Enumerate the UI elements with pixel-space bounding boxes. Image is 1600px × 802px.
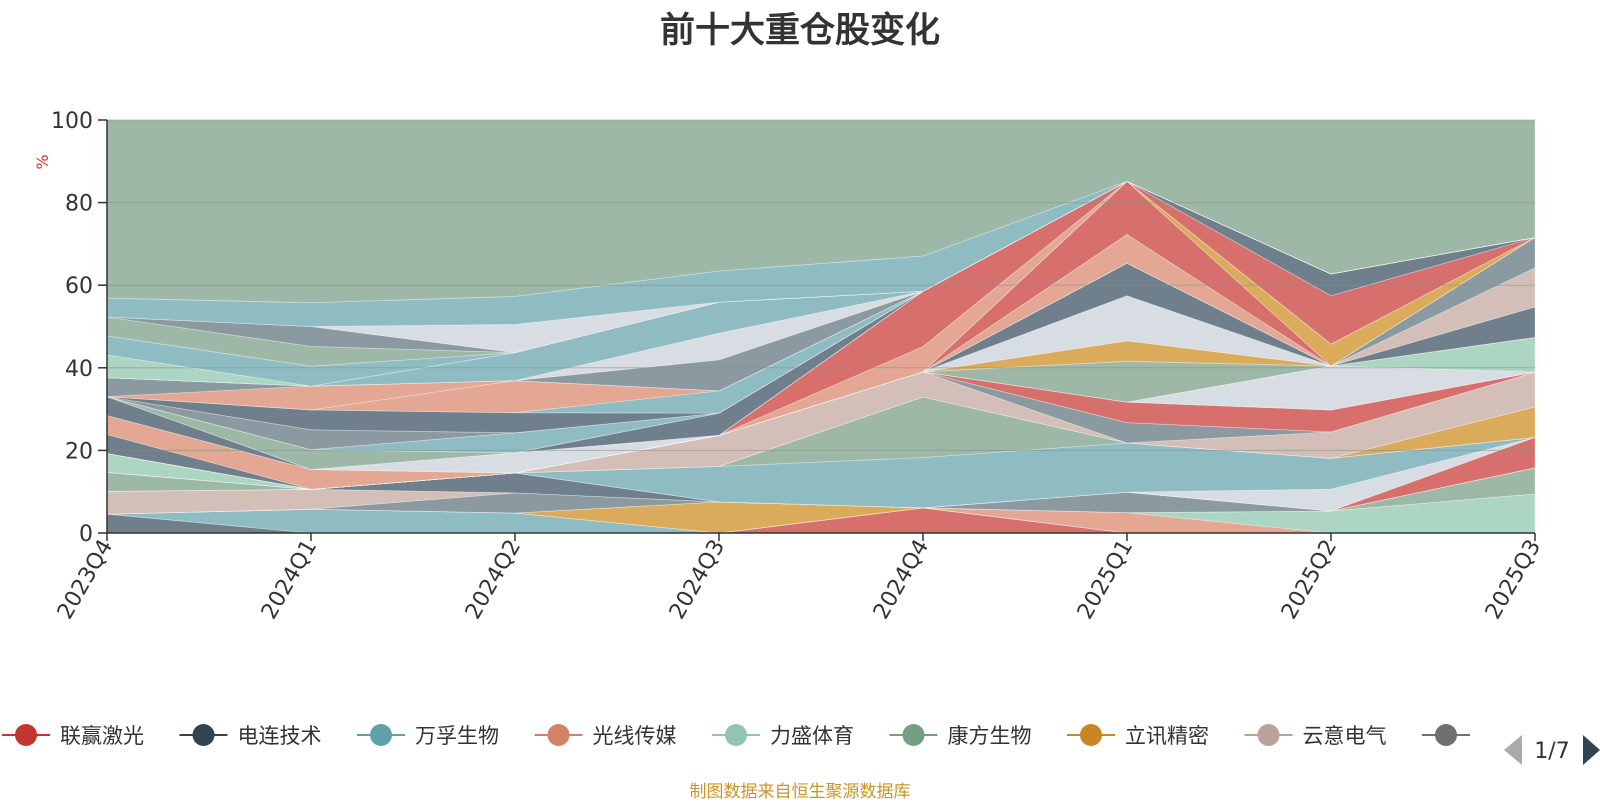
legend-pager: 1/7	[1504, 735, 1600, 765]
area-series-16	[106, 371, 1536, 490]
pager-next-icon[interactable]	[1583, 735, 1600, 765]
legend-circle-icon	[15, 724, 37, 746]
area-series-25	[106, 262, 1536, 490]
legend-label: 光线传媒	[593, 724, 677, 748]
x-tick-label-2025Q2: 2025Q2	[1277, 536, 1342, 624]
x-tick-label-2025Q3: 2025Q3	[1481, 536, 1546, 624]
grid-lines	[107, 119, 1535, 451]
x-tick-label-2024Q4: 2024Q4	[869, 536, 934, 624]
legend-circle-icon	[547, 724, 570, 746]
legend-label: 康方生物	[948, 724, 1032, 748]
legend-circle-icon	[902, 724, 925, 746]
area-series-35	[106, 180, 1536, 490]
legend-circle-icon	[725, 724, 747, 746]
legend-label: 立讯精密	[1125, 724, 1209, 748]
pager-prev-icon[interactable]	[1504, 735, 1522, 765]
legend-circle-icon	[1257, 724, 1280, 746]
x-tick-label-2024Q2: 2024Q2	[461, 536, 526, 624]
pager-label: 1/7	[1534, 739, 1569, 764]
area-series-34	[106, 180, 1536, 490]
legend-item-3[interactable]: 万孚生物	[357, 724, 499, 748]
legend-label: 联赢激光	[60, 724, 144, 748]
area-series-4	[106, 507, 1535, 534]
legend-circle-icon	[1080, 724, 1102, 746]
legend-label: 万孚生物	[415, 724, 499, 748]
y-tick-label-100: 100	[51, 109, 93, 134]
legend-item-1[interactable]: 联赢激光	[2, 724, 144, 748]
y-tick-label-40: 40	[65, 357, 93, 382]
legend-circle-icon	[370, 724, 392, 746]
legend-item-2[interactable]: 电连技术	[179, 724, 322, 748]
chart-title: 前十大重仓股变化	[659, 11, 940, 51]
x-tick-label-2024Q1: 2024Q1	[257, 536, 322, 624]
legend-label: 力盛体育	[770, 724, 854, 748]
area-series-21	[106, 336, 1536, 490]
legend-item-5[interactable]: 力盛体育	[712, 724, 854, 748]
legend-item-6[interactable]: 康方生物	[889, 724, 1032, 748]
data-source-note: 制图数据来自恒生聚源数据库	[689, 782, 911, 802]
legend-label: 云意电气	[1303, 724, 1387, 748]
area-series-55	[106, 180, 1536, 327]
legend-label: 电连技术	[238, 724, 322, 748]
x-tick-label-2024Q3: 2024Q3	[665, 536, 730, 624]
y-tick-label-60: 60	[65, 274, 93, 299]
x-tick-label-2025Q1: 2025Q1	[1073, 536, 1138, 624]
y-tick-label-20: 20	[65, 439, 93, 464]
legend-overflow-mask	[1474, 708, 1600, 764]
legend-circle-icon	[1435, 724, 1457, 746]
plot-areas	[106, 119, 1536, 534]
legend-item-7[interactable]: 立讯精密	[1067, 724, 1209, 748]
y-axis-unit: %	[33, 154, 52, 169]
x-tick-label-2023Q4: 2023Q4	[53, 536, 118, 624]
area-series-36	[106, 180, 1536, 474]
area-series-7	[106, 467, 1536, 515]
area-series-26	[106, 262, 1536, 490]
legend-circle-icon	[192, 724, 215, 746]
area-series-27	[106, 236, 1536, 490]
y-tick-label-80: 80	[65, 192, 93, 217]
y-tick-label-0: 0	[79, 522, 93, 547]
legend-item-8[interactable]: 云意电气	[1244, 724, 1387, 748]
legend-item-4[interactable]: 光线传媒	[534, 724, 677, 748]
legend: 联赢激光电连技术万孚生物光线传媒力盛体育康方生物立讯精密云意电气莱	[2, 708, 1600, 764]
